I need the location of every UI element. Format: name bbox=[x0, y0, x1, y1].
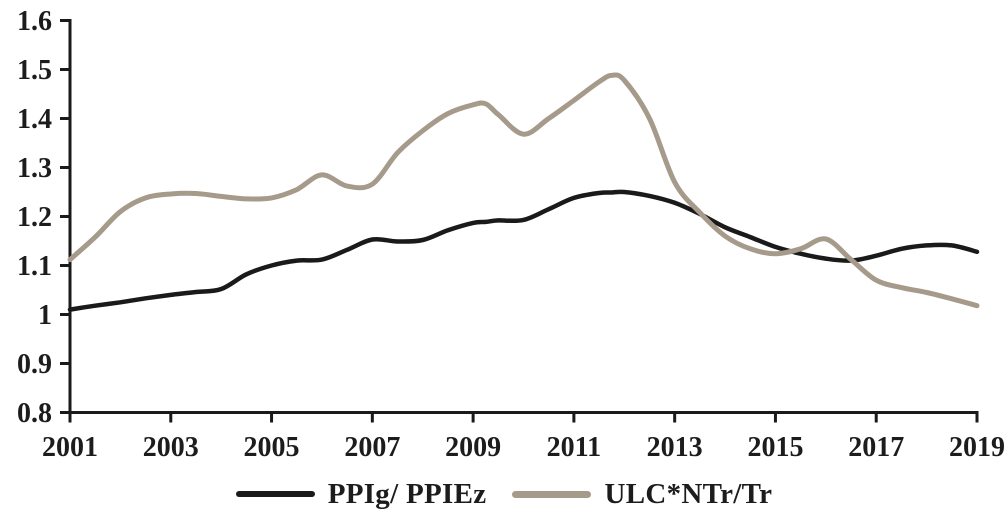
series-line-ppig-ppiez bbox=[67, 189, 980, 312]
y-tick-label-0.9: 0.9 bbox=[17, 349, 52, 380]
y-axis: 0.8 0.9 1 1.1 1.2 1.3 1.4 1.5 1.6 bbox=[17, 6, 72, 429]
x-tick-label-2013: 2013 bbox=[647, 432, 703, 463]
y-tick-label-1: 1 bbox=[38, 300, 52, 331]
legend-label-ppig-ppiez: PPIg/ PPIEz bbox=[327, 477, 487, 510]
y-tick-label-0.8: 0.8 bbox=[17, 398, 52, 429]
x-tick-label-2001: 2001 bbox=[42, 432, 98, 463]
chart-legend: PPIg/ PPIEz ULC*NTr/Tr bbox=[0, 469, 1008, 519]
x-axis: 2001 2003 2005 2007 2009 2011 2013 2015 2017 2019 bbox=[42, 411, 1005, 463]
x-tick-label-2015: 2015 bbox=[747, 432, 803, 463]
x-tick-label-2017: 2017 bbox=[848, 432, 904, 463]
y-tick-label-1.1: 1.1 bbox=[17, 251, 52, 282]
x-tick-label-2003: 2003 bbox=[143, 432, 199, 463]
x-tick-label-2011: 2011 bbox=[547, 432, 601, 463]
y-tick-label-1.6: 1.6 bbox=[17, 6, 52, 37]
y-tick-label-1.5: 1.5 bbox=[17, 55, 52, 86]
legend-item-ulc-ntr-tr: ULC*NTr/Tr bbox=[512, 478, 772, 511]
x-tick-label-2007: 2007 bbox=[344, 432, 400, 463]
y-tick-label-1.4: 1.4 bbox=[17, 104, 52, 135]
x-tick-label-2019: 2019 bbox=[949, 432, 1005, 463]
legend-item-ppig-ppiez: PPIg/ PPIEz bbox=[235, 477, 487, 511]
legend-line-sample-ppig-ppiez bbox=[235, 491, 315, 497]
legend-line-sample-ulc-ntr-tr bbox=[512, 490, 592, 498]
series-line-ulc-ntr-tr bbox=[67, 72, 980, 309]
legend-label-ulc-ntr-tr: ULC*NTr/Tr bbox=[604, 477, 773, 510]
y-tick-label-1.3: 1.3 bbox=[17, 153, 52, 184]
y-tick-label-1.2: 1.2 bbox=[17, 202, 52, 233]
x-tick-label-2005: 2005 bbox=[244, 432, 300, 463]
x-tick-label-2009: 2009 bbox=[445, 432, 501, 463]
